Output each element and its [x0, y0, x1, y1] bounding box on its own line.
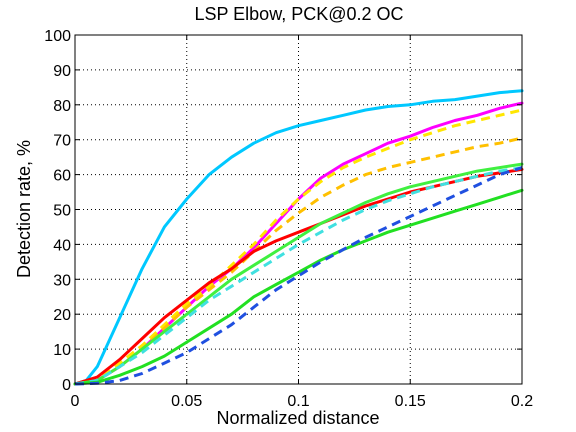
y-tick-label: 100 — [44, 28, 71, 45]
y-tick-label: 90 — [53, 63, 71, 80]
y-tick-label: 70 — [53, 133, 71, 150]
y-tick-labels: 0 10 20 30 40 50 60 70 80 90 100 — [44, 28, 71, 394]
y-tick-label: 10 — [53, 342, 71, 359]
y-tick-label: 40 — [53, 237, 71, 254]
y-tick-label: 20 — [53, 307, 71, 324]
x-tick-label: 0.15 — [395, 393, 426, 410]
grid — [75, 35, 522, 384]
x-tick-label: 0 — [71, 393, 80, 410]
series-layer — [75, 91, 522, 384]
y-tick-label: 80 — [53, 98, 71, 115]
y-tick-label: 30 — [53, 272, 71, 289]
y-tick-label: 50 — [53, 203, 71, 220]
x-tick-label: 0.05 — [171, 393, 202, 410]
x-tick-label: 0.2 — [511, 393, 533, 410]
y-tick-label: 0 — [62, 377, 71, 394]
chart-title: LSP Elbow, PCK@0.2 OC — [194, 4, 403, 24]
y-axis-label: Detection rate, % — [14, 140, 34, 278]
x-axis-label: Normalized distance — [216, 408, 379, 428]
y-tick-label: 60 — [53, 168, 71, 185]
